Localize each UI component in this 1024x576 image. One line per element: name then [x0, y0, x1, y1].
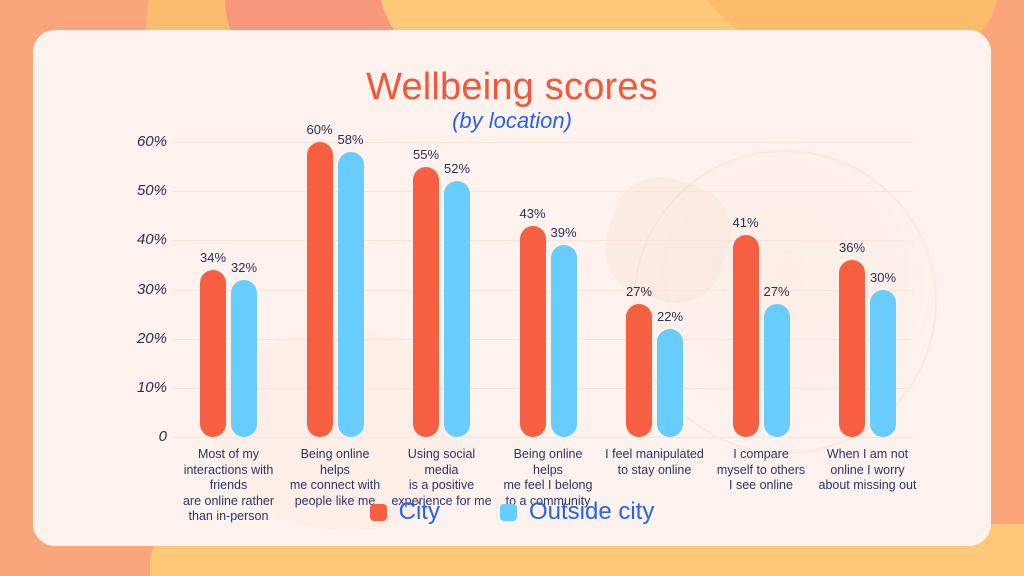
legend-swatch-icon: [369, 503, 387, 521]
category-label-line: me feel I belong: [503, 478, 593, 492]
bar-outside-city[interactable]: 52%: [444, 161, 470, 437]
bar-value-label: 30%: [869, 269, 897, 285]
bar-series-layer: 34% 32% 60% 58% 55% 52% 43% 39% 27% 22% 41% 27% 36% 3…: [171, 122, 913, 437]
bar-group: 27% 22%: [626, 142, 683, 437]
category-label-line: myself to others: [716, 462, 806, 477]
y-axis-tick-label: 60%: [136, 133, 167, 150]
bar-value-label: 27%: [763, 284, 790, 300]
legend-label: Outside city: [528, 498, 655, 525]
category-label: Using social media is a positive experienc…: [391, 447, 492, 509]
bar-value-label: 32%: [230, 259, 258, 275]
legend-item-city[interactable]: City: [369, 498, 440, 526]
bar-value-label: 39%: [550, 225, 577, 241]
bar-value-label: 34%: [199, 249, 227, 265]
legend-label: City: [398, 498, 440, 525]
y-axis-tick-label: 30%: [136, 280, 167, 298]
bar-value-label: 55%: [412, 146, 440, 162]
y-axis-tick-label: 10%: [136, 378, 167, 396]
category-label-line: Using social media: [407, 447, 476, 477]
category-label-line: I see online: [729, 478, 793, 492]
y-axis-tick-label: 0: [158, 428, 167, 445]
category-label-line: me connect with: [289, 478, 381, 492]
bar-value-label: 58%: [337, 131, 364, 147]
bar-value-label: 52%: [443, 161, 471, 177]
gridline: [171, 191, 913, 193]
category-label-line: Most of my: [197, 447, 260, 461]
bar-outside-city[interactable]: 39%: [550, 225, 577, 437]
bar-group: 43% 39%: [519, 142, 577, 437]
category-label-line: are online rather: [182, 493, 275, 508]
category-label: I compare myself to others I see online: [711, 447, 812, 494]
bar-value-label: 36%: [838, 240, 866, 255]
bar-outside-city[interactable]: 58%: [337, 132, 364, 437]
bar-city[interactable]: 36%: [839, 240, 865, 437]
bar-value-label: 60%: [306, 122, 333, 137]
bar-value-label: 22%: [656, 308, 684, 324]
bar-group: 36% 30%: [839, 142, 896, 437]
bar-city[interactable]: 34%: [200, 250, 226, 437]
bar-city[interactable]: 55%: [413, 147, 439, 437]
plot-area: 0 10% 20% 30% 40% 50% 60% 34% 32% 60% 58% 55% 52% 43…: [137, 122, 913, 445]
chart-legend: City Outside city: [33, 498, 991, 526]
category-label-line: people like me: [294, 493, 376, 508]
bar-outside-city[interactable]: 22%: [657, 309, 683, 437]
bar-group: 34% 32%: [200, 142, 257, 437]
bar-value-label: 43%: [519, 205, 546, 221]
legend-item-outside-city[interactable]: Outside city: [499, 498, 655, 526]
category-label-line: friends: [209, 478, 248, 492]
bar-group: 55% 52%: [413, 142, 470, 437]
category-label: Most of my interactions with friends are on…: [178, 447, 279, 525]
category-label-line: I feel manipulated: [605, 447, 704, 461]
category-label: Being online helps me feel I belong to a c…: [498, 447, 599, 509]
bar-value-label: 41%: [732, 215, 759, 231]
category-label-line: to a community: [505, 493, 591, 508]
bar-outside-city[interactable]: 32%: [231, 260, 257, 437]
category-label-line: interactions with: [183, 462, 274, 477]
bar-group: 41% 27%: [732, 142, 790, 437]
chart-subtitle: (by location): [452, 108, 572, 133]
legend-swatch-icon: [499, 503, 517, 521]
category-label: Being online helps me connect with people …: [285, 447, 386, 509]
gridline: [171, 142, 913, 143]
category-label-line: Being online helps: [513, 447, 583, 477]
category-label-line: to stay online: [617, 462, 692, 477]
category-label-line: Being online helps: [300, 447, 370, 477]
bar-group: 60% 58%: [306, 122, 364, 437]
bar-outside-city[interactable]: 30%: [870, 270, 896, 437]
category-label-line: experience for me: [391, 493, 492, 508]
y-axis-tick-label: 40%: [136, 231, 167, 249]
category-axis-labels: Most of my interactions with friends are on…: [171, 447, 917, 537]
category-label-line: I compare: [733, 447, 789, 461]
y-axis-tick-label: 50%: [136, 182, 167, 200]
gridline: [171, 437, 913, 438]
bar-city[interactable]: 43%: [519, 206, 546, 437]
chart-card: Wellbeing scores (by location) 0 10% 20% 30…: [33, 30, 991, 546]
bar-city[interactable]: 41%: [732, 215, 759, 437]
bar-value-label: 27%: [625, 284, 653, 300]
category-label-line: than in-person: [188, 509, 269, 523]
category-label: I feel manipulated to stay online: [604, 447, 705, 478]
bar-outside-city[interactable]: 27%: [763, 284, 790, 437]
category-label-line: online I worry: [830, 462, 905, 477]
bar-city[interactable]: 27%: [626, 284, 652, 437]
bar-city[interactable]: 60%: [306, 122, 333, 437]
category-label-line: When I am not: [826, 447, 909, 461]
chart-title: Wellbeing scores: [366, 66, 658, 108]
y-axis-tick-label: 20%: [136, 329, 167, 347]
category-label-line: about missing out: [818, 478, 917, 492]
category-label: When I am not online I worry about missing…: [817, 447, 918, 494]
category-label-line: is a positive: [408, 478, 475, 492]
